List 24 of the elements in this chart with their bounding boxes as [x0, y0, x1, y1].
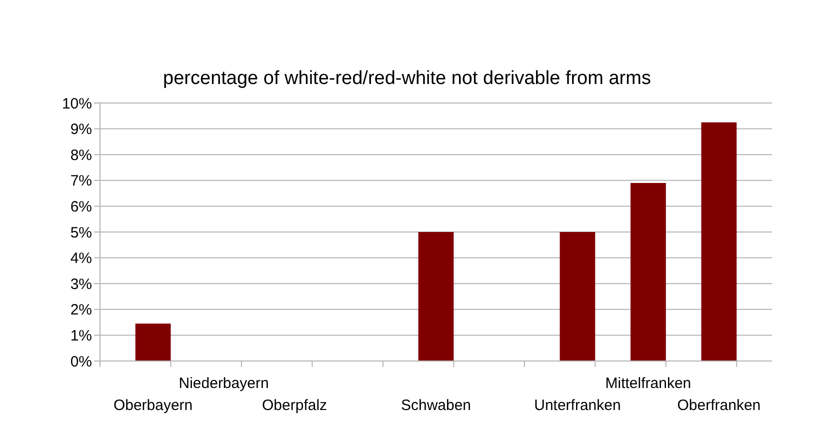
x-tick-label: Oberfranken	[677, 397, 761, 414]
bar	[135, 324, 171, 361]
y-tick-label: 3%	[70, 276, 92, 293]
x-tick-label: Mittelfranken	[605, 375, 692, 392]
x-tick-label: Schwaben	[400, 397, 472, 414]
x-tick-label: Unterfranken	[534, 397, 621, 414]
bar	[701, 122, 737, 361]
y-tick-label: 6%	[70, 198, 92, 216]
y-tick-label: 10%	[62, 95, 92, 112]
y-tick-label: 1%	[70, 327, 92, 344]
y-tick-label: 4%	[70, 250, 92, 268]
y-tick-label: 9%	[70, 121, 92, 138]
y-tick-label: 8%	[70, 146, 92, 164]
x-tick-label: Oberpfalz	[262, 397, 328, 414]
y-tick-label: 0%	[70, 353, 92, 370]
bar	[418, 232, 454, 361]
y-tick-label: 2%	[70, 302, 92, 319]
x-tick-label: Oberbayern	[113, 397, 193, 414]
chart-title: percentage of white-red/red-white not derivable from arms	[163, 68, 651, 89]
bar	[630, 182, 666, 361]
x-tick-label: Niederbayern	[178, 375, 269, 392]
y-tick-label: 7%	[70, 172, 92, 190]
y-tick-label: 5%	[70, 224, 92, 242]
bar	[560, 232, 596, 361]
